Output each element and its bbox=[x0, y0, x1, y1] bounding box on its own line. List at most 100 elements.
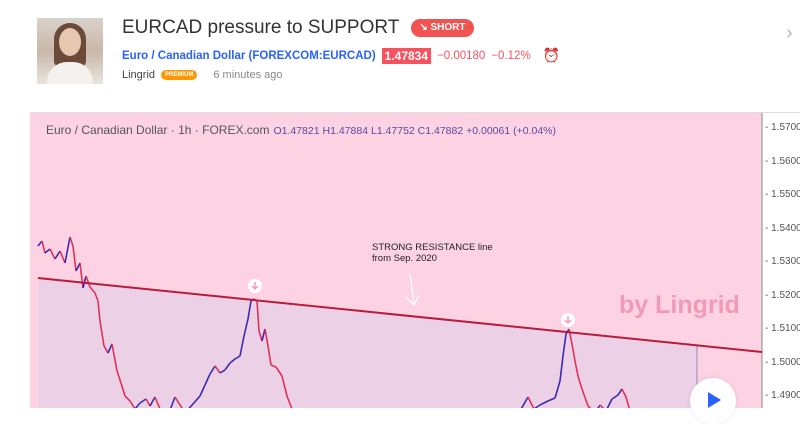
price-segment bbox=[85, 275, 91, 288]
price-segment bbox=[103, 345, 109, 354]
price-axis-label: - 1.5400 bbox=[765, 223, 800, 234]
price-segment bbox=[597, 404, 601, 408]
price-segment bbox=[275, 366, 283, 377]
price-segment bbox=[134, 402, 141, 408]
price-segment bbox=[94, 292, 99, 302]
price-segment bbox=[625, 396, 630, 408]
current-price: 1.47834 bbox=[381, 47, 432, 64]
chart-area[interactable] bbox=[30, 112, 800, 408]
premium-badge: PREMIUM bbox=[161, 70, 198, 80]
add-alert-icon[interactable]: ⏰ bbox=[542, 47, 561, 63]
price-segment bbox=[72, 245, 77, 272]
price-segment bbox=[554, 380, 561, 399]
price-segment bbox=[267, 345, 272, 366]
short-badge: ↘ SHORT bbox=[411, 19, 474, 37]
tick-value: 1.5700 bbox=[771, 122, 800, 133]
resistance-line bbox=[37, 277, 763, 353]
author-avatar[interactable] bbox=[37, 18, 103, 84]
price-segment bbox=[243, 318, 249, 337]
price-segment bbox=[111, 343, 118, 372]
price-segment bbox=[229, 358, 236, 364]
price-segment bbox=[224, 362, 231, 371]
time-ago: 6 minutes ago bbox=[213, 69, 283, 81]
price-segment bbox=[64, 236, 71, 264]
price-axis-label: - 1.5600 bbox=[765, 156, 800, 167]
price-axis-label: - 1.4900 bbox=[765, 390, 800, 401]
price-segment bbox=[69, 236, 74, 247]
price-segment bbox=[149, 396, 156, 407]
tick-value: 1.5500 bbox=[771, 189, 800, 200]
price-segment bbox=[204, 373, 211, 386]
symbol-link[interactable]: Euro / Canadian Dollar (FOREXCOM:EURCAD) bbox=[122, 49, 376, 62]
price-segment bbox=[239, 335, 245, 357]
idea-title: EURCAD pressure to SUPPORT bbox=[122, 17, 400, 38]
price-segment bbox=[559, 355, 564, 382]
price-segment bbox=[617, 388, 623, 396]
annotation-line-2: from Sep. 2020 bbox=[372, 253, 437, 264]
price-segment bbox=[116, 370, 122, 384]
tick-mark: - bbox=[765, 155, 772, 167]
price-segment bbox=[562, 333, 567, 357]
price-change-pct: −0.12% bbox=[491, 49, 531, 62]
arrow-down-marker-icon bbox=[561, 313, 575, 327]
legend-ohlc: O1.47821 H1.47884 L1.47752 C1.47882 +0.0… bbox=[273, 125, 557, 137]
tick-mark: - bbox=[765, 189, 772, 200]
author-row: Lingrid PREMIUM 6 minutes ago bbox=[122, 69, 282, 81]
arrow-down-marker-icon bbox=[248, 279, 262, 293]
price-segment bbox=[54, 250, 61, 260]
tick-value: 1.5000 bbox=[771, 356, 800, 368]
tick-mark: - bbox=[765, 356, 772, 368]
price-segment bbox=[214, 365, 221, 374]
price-segment bbox=[621, 388, 627, 398]
legend-interval: 1h bbox=[178, 123, 192, 137]
price-segment bbox=[44, 248, 51, 254]
play-button[interactable] bbox=[690, 378, 736, 424]
price-segment bbox=[577, 375, 583, 390]
price-segment bbox=[97, 300, 101, 322]
price-segment bbox=[606, 398, 613, 408]
price-segment bbox=[520, 396, 529, 408]
price-segment bbox=[37, 240, 43, 247]
price-segment bbox=[89, 286, 96, 294]
price-segment bbox=[281, 375, 288, 397]
tick-mark: - bbox=[765, 122, 772, 133]
price-trace bbox=[37, 236, 630, 408]
price-segment bbox=[139, 398, 147, 404]
annotation-line-1: STRONG RESISTANCE line bbox=[372, 242, 493, 253]
tick-value: 1.5200 bbox=[771, 289, 800, 301]
price-segment bbox=[574, 360, 579, 377]
price-segment bbox=[145, 398, 151, 407]
price-segment bbox=[75, 262, 81, 272]
price-segment bbox=[41, 240, 46, 254]
author-name[interactable]: Lingrid bbox=[122, 69, 156, 81]
price-axis-label: - 1.5100 bbox=[765, 323, 800, 334]
price-segment bbox=[124, 395, 131, 402]
price-segment bbox=[581, 388, 589, 407]
symbol-row: Euro / Canadian Dollar (FOREXCOM:EURCAD)… bbox=[122, 47, 560, 64]
price-segment bbox=[174, 396, 183, 408]
tick-mark: - bbox=[765, 222, 772, 234]
price-segment bbox=[209, 365, 216, 375]
tick-value: 1.5600 bbox=[771, 155, 800, 167]
price-axis-label: - 1.5700 bbox=[765, 122, 800, 133]
price-segment bbox=[261, 328, 266, 342]
watermark: by Lingrid bbox=[619, 291, 740, 319]
price-axis-label: - 1.5500 bbox=[765, 189, 800, 200]
price-axis-label: - 1.5300 bbox=[765, 256, 800, 267]
tick-mark: - bbox=[765, 390, 772, 401]
price-segment bbox=[258, 330, 263, 342]
tick-value: 1.5300 bbox=[771, 256, 800, 267]
price-segment bbox=[49, 248, 56, 260]
tick-mark: - bbox=[765, 256, 772, 267]
price-segment bbox=[264, 328, 269, 347]
price-segment bbox=[99, 320, 105, 347]
chevron-right-icon[interactable]: › bbox=[786, 22, 793, 44]
price-segment bbox=[270, 364, 277, 368]
tick-mark: - bbox=[765, 289, 772, 301]
price-segment bbox=[199, 384, 206, 397]
title-row: EURCAD pressure to SUPPORT ↘ SHORT bbox=[122, 17, 474, 39]
price-segment bbox=[247, 300, 252, 320]
price-segment bbox=[571, 343, 576, 362]
price-segment bbox=[120, 382, 126, 397]
tick-mark: - bbox=[765, 323, 772, 334]
